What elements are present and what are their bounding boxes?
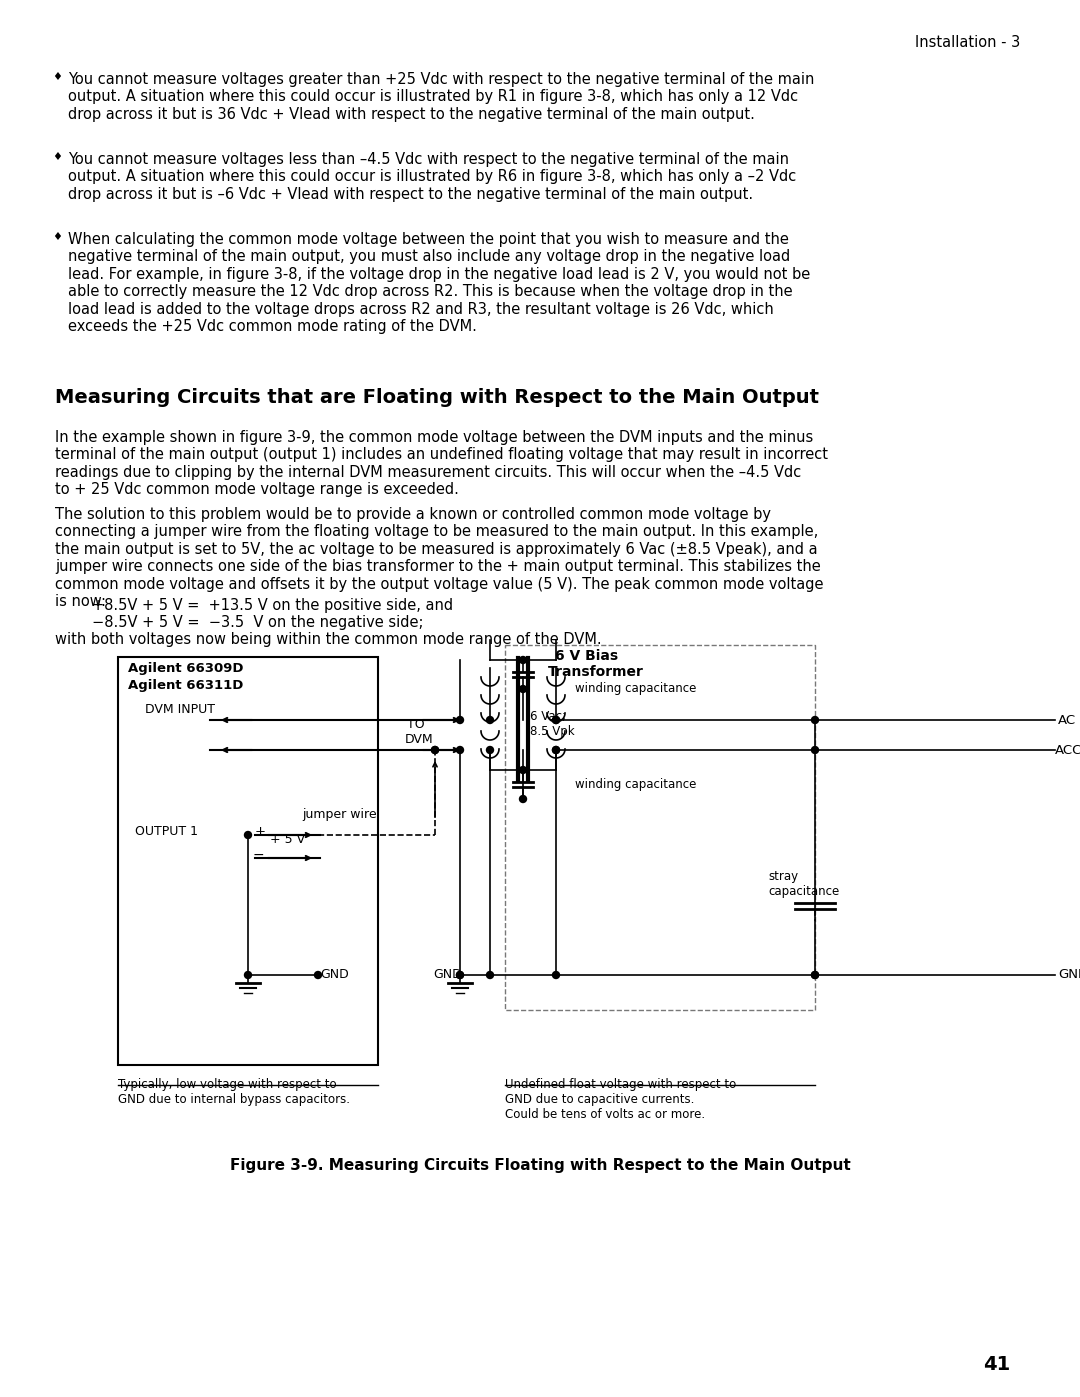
Text: AC: AC — [1058, 714, 1076, 726]
Circle shape — [811, 717, 819, 724]
Text: −8.5V + 5 V =  −3.5  V on the negative side;: −8.5V + 5 V = −3.5 V on the negative sid… — [55, 615, 423, 630]
Text: The solution to this problem would be to provide a known or controlled common mo: The solution to this problem would be to… — [55, 507, 824, 609]
Circle shape — [457, 717, 463, 724]
Circle shape — [457, 971, 463, 978]
Text: DVM: DVM — [405, 733, 434, 746]
Text: ♦: ♦ — [52, 73, 62, 82]
Circle shape — [244, 971, 252, 978]
Text: jumper wire: jumper wire — [302, 807, 377, 821]
Circle shape — [553, 717, 559, 724]
Text: Typically, low voltage with respect to: Typically, low voltage with respect to — [118, 1078, 337, 1091]
Text: ♦: ♦ — [52, 152, 62, 162]
Circle shape — [553, 746, 559, 753]
Circle shape — [486, 717, 494, 724]
Text: Installation - 3: Installation - 3 — [915, 35, 1020, 50]
Text: winding capacitance: winding capacitance — [575, 778, 697, 791]
Circle shape — [519, 795, 527, 802]
Circle shape — [432, 746, 438, 753]
Text: ♦: ♦ — [52, 232, 62, 242]
Circle shape — [553, 717, 559, 724]
Circle shape — [519, 686, 527, 693]
Circle shape — [811, 971, 819, 978]
Circle shape — [811, 971, 819, 978]
Circle shape — [553, 746, 559, 753]
Text: with both voltages now being within the common mode range of the DVM.: with both voltages now being within the … — [55, 631, 602, 647]
Text: GND: GND — [1058, 968, 1080, 981]
Circle shape — [457, 746, 463, 753]
Text: Transformer: Transformer — [548, 665, 644, 679]
Text: Could be tens of volts ac or more.: Could be tens of volts ac or more. — [505, 1108, 705, 1120]
Text: +8.5V + 5 V =  +13.5 V on the positive side, and: +8.5V + 5 V = +13.5 V on the positive si… — [55, 598, 454, 613]
Text: stray
capacitance: stray capacitance — [768, 870, 839, 898]
Text: 6 V Bias: 6 V Bias — [555, 650, 618, 664]
Text: ACC: ACC — [1055, 745, 1080, 757]
Text: TO: TO — [407, 718, 424, 731]
Text: When calculating the common mode voltage between the point that you wish to meas: When calculating the common mode voltage… — [68, 232, 810, 334]
Text: You cannot measure voltages less than –4.5 Vdc with respect to the negative term: You cannot measure voltages less than –4… — [68, 152, 796, 201]
Text: DVM INPUT: DVM INPUT — [145, 703, 215, 717]
Circle shape — [553, 971, 559, 978]
Text: Agilent 66311D: Agilent 66311D — [129, 679, 243, 692]
Text: 6 Vac;
8.5 Vpk: 6 Vac; 8.5 Vpk — [530, 710, 575, 738]
Text: GND due to internal bypass capacitors.: GND due to internal bypass capacitors. — [118, 1092, 350, 1106]
Text: Undefined float voltage with respect to: Undefined float voltage with respect to — [505, 1078, 737, 1091]
Text: 41: 41 — [983, 1355, 1010, 1375]
Circle shape — [486, 746, 494, 753]
Text: GND: GND — [320, 968, 349, 981]
Circle shape — [811, 746, 819, 753]
Text: winding capacitance: winding capacitance — [575, 682, 697, 694]
Text: OUTPUT 1: OUTPUT 1 — [135, 826, 198, 838]
Text: You cannot measure voltages greater than +25 Vdc with respect to the negative te: You cannot measure voltages greater than… — [68, 73, 814, 122]
Bar — [505, 645, 815, 1010]
Text: Figure 3-9. Measuring Circuits Floating with Respect to the Main Output: Figure 3-9. Measuring Circuits Floating … — [230, 1158, 850, 1173]
Text: Measuring Circuits that are Floating with Respect to the Main Output: Measuring Circuits that are Floating wit… — [55, 388, 819, 407]
Circle shape — [432, 746, 438, 753]
Circle shape — [457, 971, 463, 978]
Bar — [118, 657, 378, 1065]
Text: + 5 V: + 5 V — [270, 833, 306, 847]
Circle shape — [486, 971, 494, 978]
Circle shape — [519, 657, 527, 664]
Text: Agilent 66309D: Agilent 66309D — [129, 662, 243, 675]
Text: GND due to capacitive currents.: GND due to capacitive currents. — [505, 1092, 694, 1106]
Text: GND: GND — [433, 968, 462, 981]
Text: In the example shown in figure 3-9, the common mode voltage between the DVM inpu: In the example shown in figure 3-9, the … — [55, 430, 828, 497]
Circle shape — [244, 831, 252, 838]
Circle shape — [519, 767, 527, 774]
Text: −: − — [253, 848, 265, 862]
Circle shape — [314, 971, 322, 978]
Text: +: + — [255, 826, 266, 838]
